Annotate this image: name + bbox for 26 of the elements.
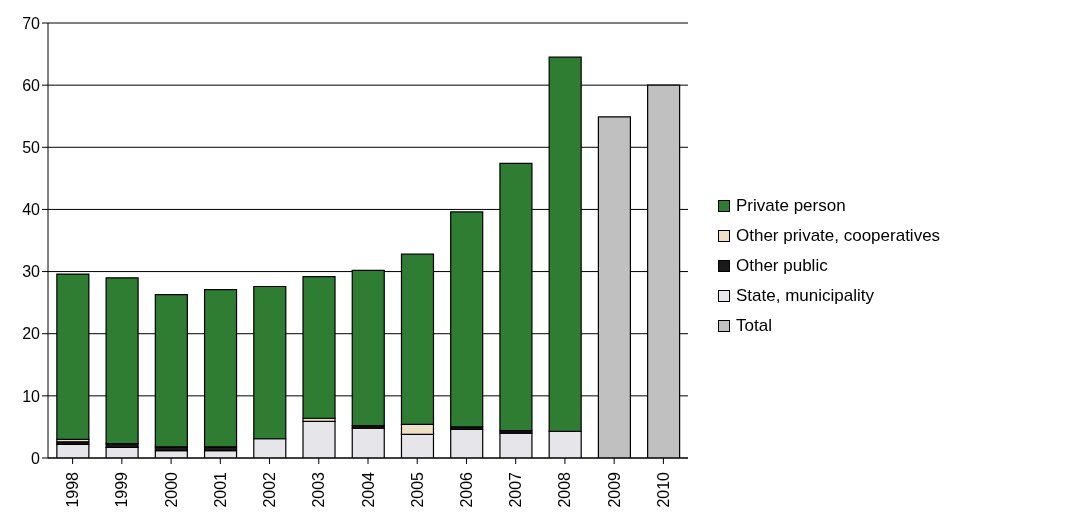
- x-tick-label: 2002: [261, 471, 279, 508]
- x-tick-label: 2010: [654, 471, 672, 508]
- x-tick-label: 1999: [113, 471, 131, 508]
- legend-label: State, municipality: [736, 285, 874, 306]
- x-tick-label: 2005: [408, 471, 426, 508]
- x-tick-label: 2004: [359, 471, 377, 508]
- y-tick-label: 30: [22, 263, 41, 281]
- y-tick-label: 40: [22, 201, 41, 219]
- y-tick-label: 70: [22, 14, 41, 32]
- y-tick-label: 20: [22, 325, 41, 343]
- x-tick-label: 2007: [507, 471, 525, 508]
- x-tick-label: 1998: [64, 471, 82, 508]
- x-tick-label: 2003: [310, 471, 328, 508]
- x-tick-label: 2001: [211, 471, 229, 508]
- legend-label: Private person: [736, 195, 846, 216]
- y-tick-label: 10: [22, 387, 41, 405]
- y-tick-label: 60: [22, 76, 41, 94]
- y-tick-label: 0: [31, 449, 41, 467]
- x-tick-label: 2006: [457, 471, 475, 508]
- x-tick-label: 2009: [605, 471, 623, 508]
- legend-label: Other public: [736, 255, 828, 276]
- y-tick-label: 50: [22, 138, 41, 156]
- x-tick-label: 2008: [556, 471, 574, 508]
- x-tick-label: 2000: [162, 471, 180, 508]
- legend-label: Other private, cooperatives: [736, 225, 941, 246]
- legend-label: Total: [736, 315, 772, 336]
